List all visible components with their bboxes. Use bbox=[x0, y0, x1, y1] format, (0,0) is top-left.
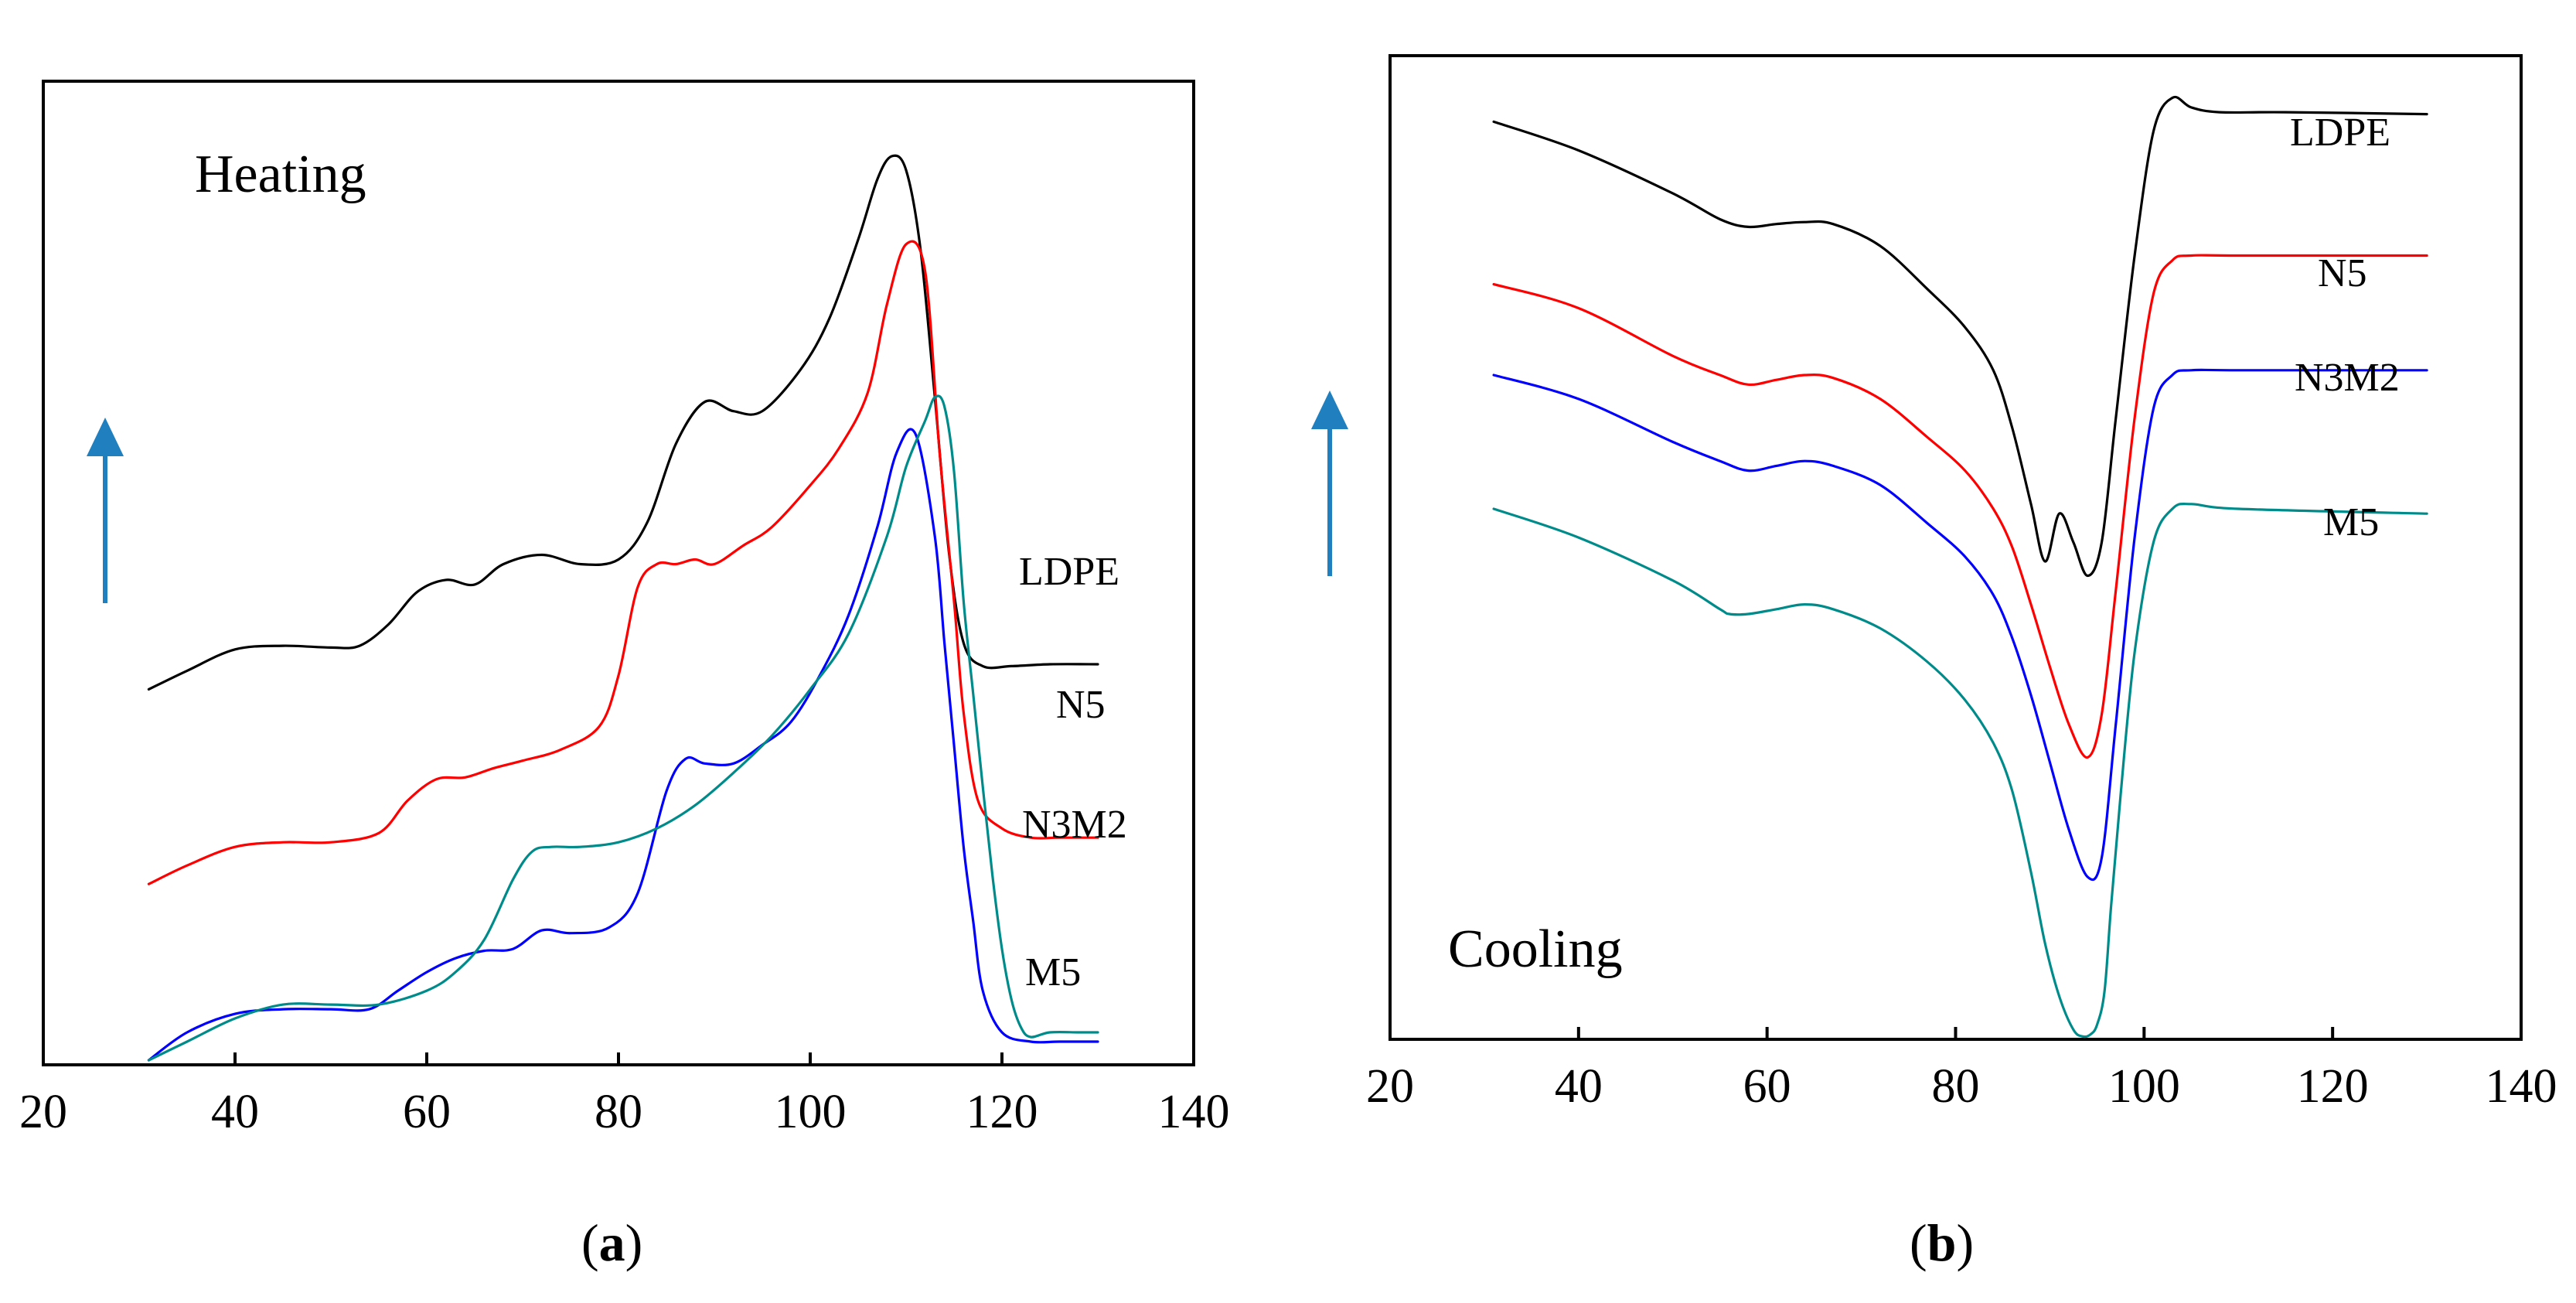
panel-a-x-tick-label: 140 bbox=[1158, 1086, 1230, 1138]
panel-b-x-tick-label: 60 bbox=[1743, 1060, 1791, 1113]
panel-b-curve-n3m2 bbox=[1492, 368, 2428, 882]
panel-a-curve-n3m2 bbox=[147, 428, 1099, 1062]
panel-a-x-tick-label: 80 bbox=[595, 1086, 642, 1138]
panel-b-label-n3m2: N3M2 bbox=[2295, 356, 2400, 400]
panel-b-x-tick-label: 40 bbox=[1555, 1060, 1603, 1113]
panel-a-x-tick-label: 40 bbox=[211, 1086, 259, 1138]
panel-a-curves bbox=[147, 154, 1099, 1062]
panel-b-x-tick-label: 120 bbox=[2297, 1060, 2369, 1113]
panel-b-label-m5: M5 bbox=[2323, 500, 2379, 544]
panel-a-curve-n5 bbox=[147, 240, 1099, 885]
panel-a-curve-m5 bbox=[147, 394, 1099, 1062]
panel-b-curve-n5 bbox=[1492, 254, 2428, 759]
panel-a-label-n3m2: N3M2 bbox=[1022, 803, 1127, 847]
panel-b-curves bbox=[1492, 95, 2428, 1039]
panel-b-title: Cooling bbox=[1448, 919, 1623, 979]
panel-a-x-ticks: 20 40 60 80 100 120 140 bbox=[19, 1052, 1230, 1138]
panel-b-curve-ldpe bbox=[1492, 95, 2428, 578]
panel-a-x-tick-label: 100 bbox=[775, 1086, 847, 1138]
panel-a-title: Heating bbox=[195, 145, 366, 204]
panel-b-label-n5: N5 bbox=[2318, 251, 2367, 295]
panel-b-cooling: 20 40 60 80 100 120 140 Cooling LDPE N5 N3M2 M… bbox=[1311, 54, 2557, 1272]
panel-a-label-ldpe: LDPE bbox=[1019, 550, 1119, 594]
panel-b-curve-m5 bbox=[1492, 502, 2428, 1039]
panel-a-label-n5: N5 bbox=[1056, 683, 1106, 727]
panel-a-label-m5: M5 bbox=[1025, 950, 1081, 994]
panel-b-up-arrow-icon bbox=[1311, 391, 1348, 576]
panel-b-x-tick-label: 20 bbox=[1366, 1060, 1414, 1113]
panel-b-label-ldpe: LDPE bbox=[2290, 111, 2390, 155]
panel-a-up-arrow-icon bbox=[87, 418, 124, 603]
panel-a-x-tick-label: 60 bbox=[403, 1086, 451, 1138]
panel-b-x-ticks: 20 40 60 80 100 120 140 bbox=[1366, 1027, 2557, 1113]
panel-b-x-tick-label: 100 bbox=[2108, 1060, 2180, 1113]
panel-b-caption: (b) bbox=[1910, 1213, 1974, 1272]
panel-a-x-tick-label: 20 bbox=[19, 1086, 67, 1138]
panel-b-x-tick-label: 80 bbox=[1932, 1060, 1980, 1113]
panel-a-x-tick-label: 120 bbox=[966, 1086, 1038, 1138]
panel-a-heating: 20 40 60 80 100 120 140 Heating LDPE N5 N3M2 M… bbox=[19, 80, 1230, 1272]
panel-b-x-tick-label: 140 bbox=[2486, 1060, 2557, 1113]
panel-a-caption: (a) bbox=[581, 1213, 642, 1272]
